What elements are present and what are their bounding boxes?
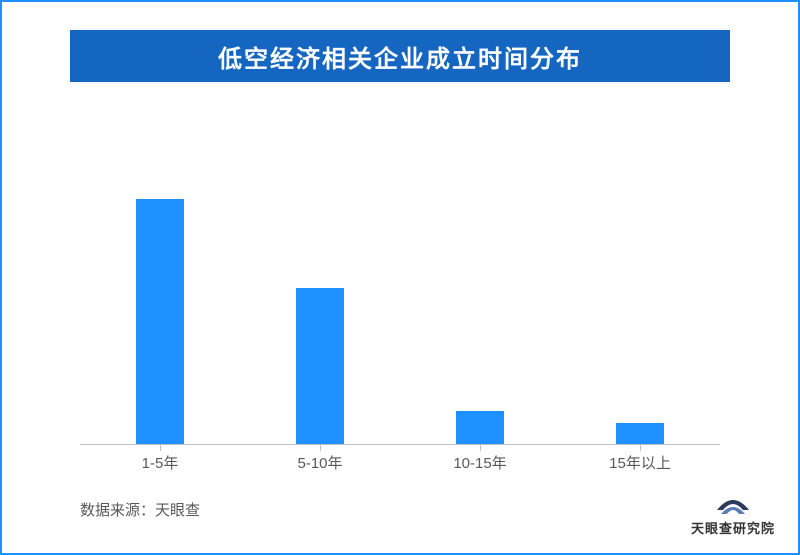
source-value: 天眼查 [155,502,200,519]
axis-tick [640,445,641,451]
title-bar: 低空经济相关企业成立时间分布 [70,30,730,82]
bar [616,423,664,445]
logo-text: 天眼查研究院 [691,518,775,537]
x-axis-label: 1-5年 [80,452,240,473]
x-axis-line [80,444,720,445]
logo: 天眼查研究院 [691,488,775,537]
bar-wrap [80,150,240,445]
x-axis-labels: 1-5年5-10年10-15年15年以上 [80,452,720,473]
bar [296,288,344,445]
chart-area [80,150,720,445]
bar [136,199,184,445]
bar-wrap [400,150,560,445]
chart-title: 低空经济相关企业成立时间分布 [218,39,582,74]
bars-container [80,150,720,445]
x-axis-label: 10-15年 [400,452,560,473]
axis-tick [480,445,481,451]
source-label: 数据来源： [80,502,155,519]
data-source: 数据来源：天眼查 [80,499,200,520]
axis-tick [160,445,161,451]
axis-tick [320,445,321,451]
x-axis-label: 15年以上 [560,452,720,473]
bar [456,411,504,445]
x-axis-label: 5-10年 [240,452,400,473]
bar-wrap [240,150,400,445]
bar-wrap [560,150,720,445]
logo-icon [713,488,753,516]
